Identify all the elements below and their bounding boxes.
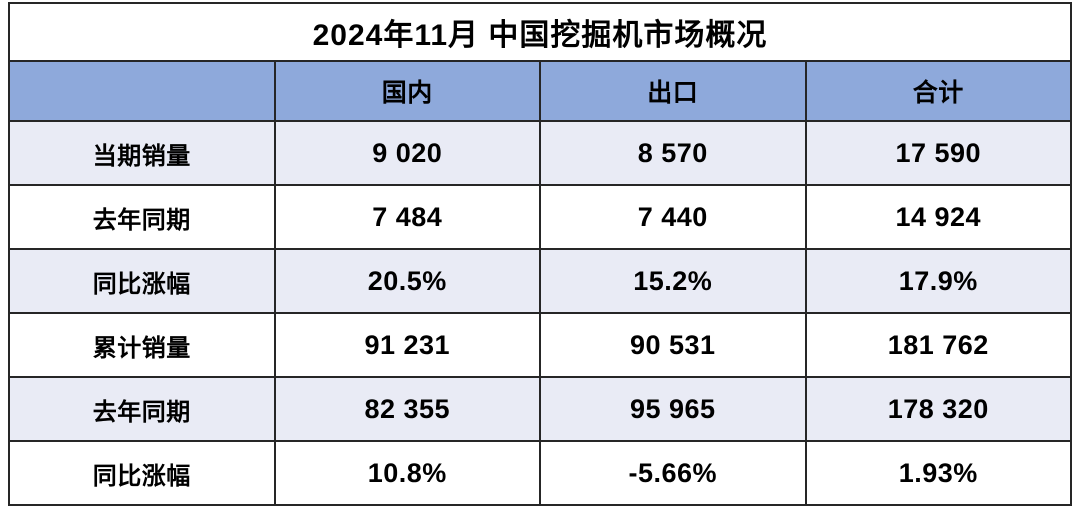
table-row-current-sales: 当期销量 9 020 8 570 17 590 [8,120,1072,186]
column-header-row: 国内 出口 合计 [8,60,1072,122]
cell-domestic: 20.5% [273,248,541,314]
row-label: 当期销量 [8,120,276,186]
corner-cell [8,60,276,122]
row-label: 去年同期 [8,376,276,442]
cell-total: 17.9% [804,248,1072,314]
col-header-domestic: 国内 [273,60,541,122]
cell-export: 90 531 [539,312,807,378]
cell-domestic: 10.8% [273,440,541,506]
cell-export: 8 570 [539,120,807,186]
cell-total: 14 924 [804,184,1072,250]
table-row-last-year-cumulative: 去年同期 82 355 95 965 178 320 [8,376,1072,442]
row-label: 同比涨幅 [8,440,276,506]
cell-total: 181 762 [804,312,1072,378]
cell-export: -5.66% [539,440,807,506]
table-row-cumulative-sales: 累计销量 91 231 90 531 181 762 [8,312,1072,378]
row-label: 同比涨幅 [8,248,276,314]
cell-total: 17 590 [804,120,1072,186]
table-row-yoy-change: 同比涨幅 20.5% 15.2% 17.9% [8,248,1072,314]
table-row-last-year-same-period: 去年同期 7 484 7 440 14 924 [8,184,1072,250]
table-row-cumulative-yoy-change: 同比涨幅 10.8% -5.66% 1.93% [8,440,1072,506]
title-row: 2024年11月 中国挖掘机市场概况 [8,2,1072,62]
row-label: 去年同期 [8,184,276,250]
col-header-total: 合计 [804,60,1072,122]
cell-export: 7 440 [539,184,807,250]
cell-domestic: 9 020 [273,120,541,186]
cell-total: 178 320 [804,376,1072,442]
cell-total: 1.93% [804,440,1072,506]
cell-domestic: 91 231 [273,312,541,378]
cell-domestic: 7 484 [273,184,541,250]
cell-domestic: 82 355 [273,376,541,442]
row-label: 累计销量 [8,312,276,378]
excavator-market-table: 2024年11月 中国挖掘机市场概况 国内 出口 合计 当期销量 9 020 8… [8,2,1072,506]
cell-export: 95 965 [539,376,807,442]
cell-export: 15.2% [539,248,807,314]
page-title: 2024年11月 中国挖掘机市场概况 [8,2,1072,62]
col-header-export: 出口 [539,60,807,122]
